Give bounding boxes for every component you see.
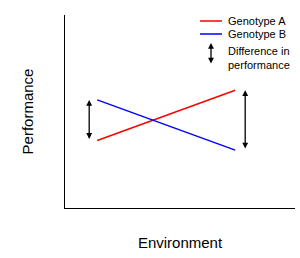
svg-text:Environment: Environment	[138, 234, 223, 251]
svg-text:Genotype B: Genotype B	[228, 28, 286, 40]
svg-text:Genotype A: Genotype A	[228, 15, 286, 27]
svg-text:Performance: Performance	[19, 69, 36, 155]
svg-text:Difference inperformance: Difference inperformance	[228, 45, 290, 71]
